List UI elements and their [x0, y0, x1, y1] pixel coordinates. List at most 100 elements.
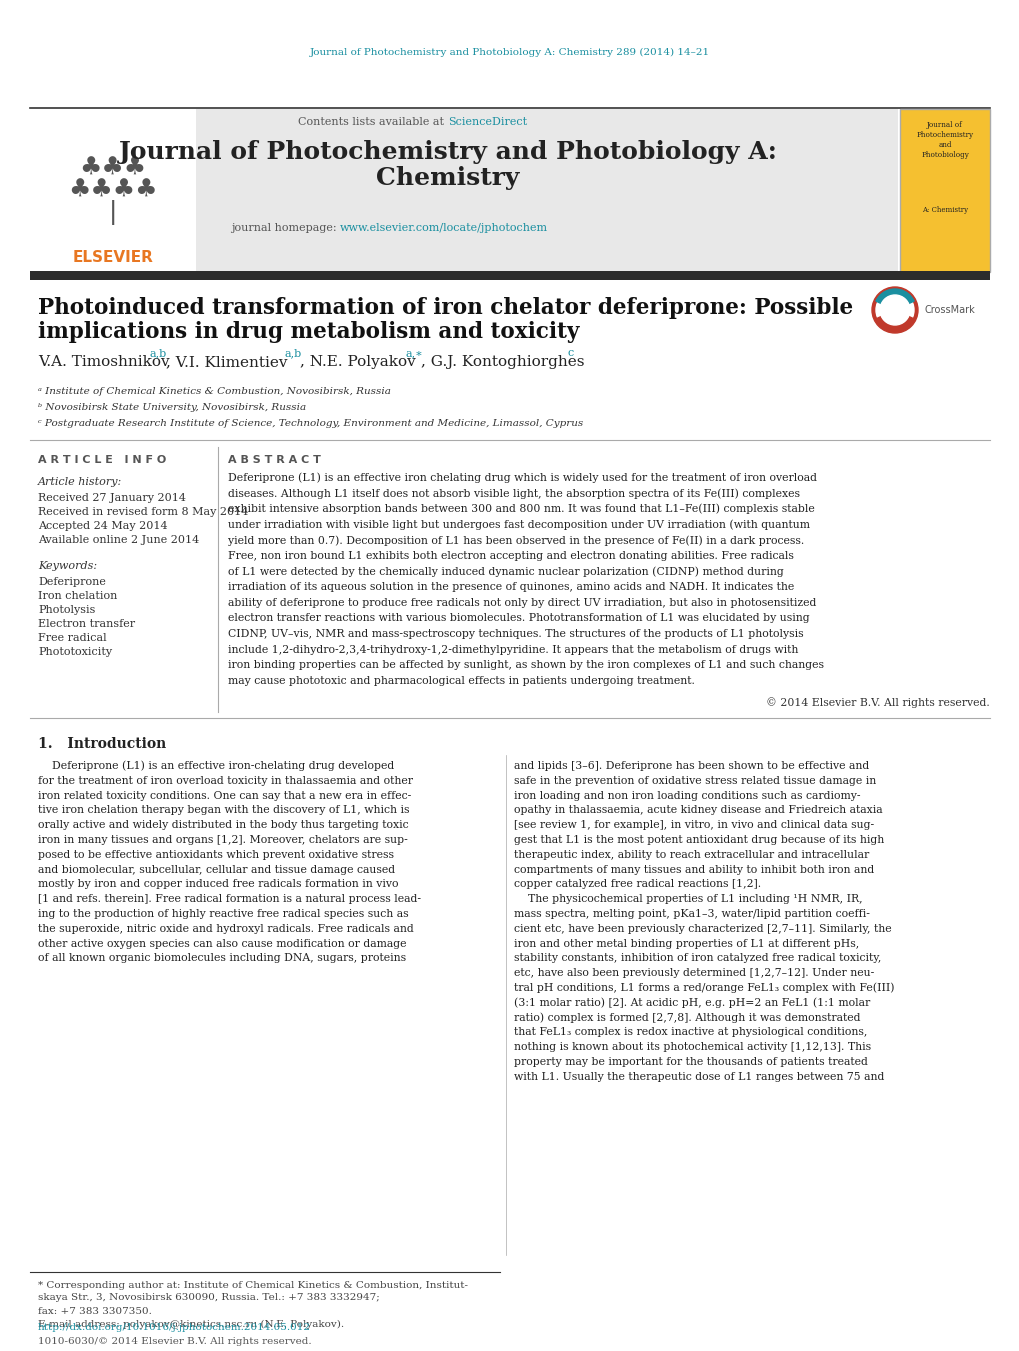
- Text: E-mail address: polyakov@kinetics.nsc.ru (N.E. Polyakov).: E-mail address: polyakov@kinetics.nsc.ru…: [38, 1320, 343, 1328]
- Text: , G.J. Kontoghiorghes: , G.J. Kontoghiorghes: [421, 355, 584, 369]
- Text: iron loading and non iron loading conditions such as cardiomy-: iron loading and non iron loading condit…: [514, 790, 860, 801]
- Text: mass spectra, melting point, pKa1–3, water/lipid partition coeffi-: mass spectra, melting point, pKa1–3, wat…: [514, 909, 869, 919]
- Text: exhibit intensive absorption bands between 300 and 800 nm. It was found that L1–: exhibit intensive absorption bands betwe…: [228, 504, 814, 515]
- Text: A R T I C L E   I N F O: A R T I C L E I N F O: [38, 455, 166, 465]
- Text: , V.I. Klimentiev: , V.I. Klimentiev: [165, 355, 286, 369]
- Text: Deferiprone: Deferiprone: [38, 577, 106, 586]
- Text: [1 and refs. therein]. Free radical formation is a natural process lead-: [1 and refs. therein]. Free radical form…: [38, 894, 421, 904]
- Text: 1.   Introduction: 1. Introduction: [38, 738, 166, 751]
- Text: ScienceDirect: ScienceDirect: [447, 118, 527, 127]
- Text: Iron chelation: Iron chelation: [38, 590, 117, 601]
- Text: 1010-6030/© 2014 Elsevier B.V. All rights reserved.: 1010-6030/© 2014 Elsevier B.V. All right…: [38, 1337, 312, 1347]
- Text: compartments of many tissues and ability to inhibit both iron and: compartments of many tissues and ability…: [514, 865, 873, 874]
- Text: Photolysis: Photolysis: [38, 605, 96, 615]
- Text: http://dx.doi.org/10.1016/j.jphotochem.2014.05.012: http://dx.doi.org/10.1016/j.jphotochem.2…: [38, 1324, 311, 1332]
- Text: ᶜ Postgraduate Research Institute of Science, Technology, Environment and Medici: ᶜ Postgraduate Research Institute of Sci…: [38, 420, 583, 428]
- Text: Phototoxicity: Phototoxicity: [38, 647, 112, 657]
- Text: of all known organic biomolecules including DNA, sugars, proteins: of all known organic biomolecules includ…: [38, 954, 406, 963]
- Text: Free radical: Free radical: [38, 634, 107, 643]
- Text: CIDNP, UV–vis, NMR and mass-spectroscopy techniques. The structures of the produ: CIDNP, UV–vis, NMR and mass-spectroscopy…: [228, 630, 803, 639]
- Text: (3:1 molar ratio) [2]. At acidic pH, e.g. pH=2 an FeL1 (1:1 molar: (3:1 molar ratio) [2]. At acidic pH, e.g…: [514, 997, 869, 1008]
- Text: journal homepage:: journal homepage:: [230, 223, 339, 232]
- Text: tral pH conditions, L1 forms a red/orange FeL1₃ complex with Fe(III): tral pH conditions, L1 forms a red/orang…: [514, 982, 894, 993]
- Text: Accepted 24 May 2014: Accepted 24 May 2014: [38, 521, 167, 531]
- Text: etc, have also been previously determined [1,2,7–12]. Under neu-: etc, have also been previously determine…: [514, 969, 873, 978]
- Text: skaya Str., 3, Novosibirsk 630090, Russia. Tel.: +7 383 3332947;: skaya Str., 3, Novosibirsk 630090, Russi…: [38, 1293, 379, 1302]
- Text: Photoinduced transformation of iron chelator deferiprone: Possible: Photoinduced transformation of iron chel…: [38, 297, 852, 319]
- Text: stability constants, inhibition of iron catalyzed free radical toxicity,: stability constants, inhibition of iron …: [514, 954, 880, 963]
- Text: CrossMark: CrossMark: [924, 305, 975, 315]
- Text: [see review 1, for example], in vitro, in vivo and clinical data sug-: [see review 1, for example], in vitro, i…: [514, 820, 873, 831]
- Text: Deferiprone (L1) is an effective iron chelating drug which is widely used for th: Deferiprone (L1) is an effective iron ch…: [228, 473, 816, 484]
- Text: Keywords:: Keywords:: [38, 561, 97, 571]
- Text: Received in revised form 8 May 2014: Received in revised form 8 May 2014: [38, 507, 249, 517]
- Text: nothing is known about its photochemical activity [1,12,13]. This: nothing is known about its photochemical…: [514, 1042, 870, 1052]
- Text: Free, non iron bound L1 exhibits both electron accepting and electron donating a: Free, non iron bound L1 exhibits both el…: [228, 551, 793, 561]
- Text: a,b: a,b: [284, 349, 302, 358]
- Text: property may be important for the thousands of patients treated: property may be important for the thousa…: [514, 1056, 867, 1067]
- Text: iron and other metal binding properties of L1 at different pHs,: iron and other metal binding properties …: [514, 939, 858, 948]
- Text: a,∗: a,∗: [405, 349, 423, 358]
- Text: www.elsevier.com/locate/jphotochem: www.elsevier.com/locate/jphotochem: [339, 223, 547, 232]
- Text: iron in many tissues and organs [1,2]. Moreover, chelators are sup-: iron in many tissues and organs [1,2]. M…: [38, 835, 408, 844]
- Text: tive iron chelation therapy began with the discovery of L1, which is: tive iron chelation therapy began with t…: [38, 805, 409, 816]
- Text: therapeutic index, ability to reach extracellular and intracellular: therapeutic index, ability to reach extr…: [514, 850, 868, 859]
- Text: cient etc, have been previously characterized [2,7–11]. Similarly, the: cient etc, have been previously characte…: [514, 924, 891, 934]
- Text: mostly by iron and copper induced free radicals formation in vivo: mostly by iron and copper induced free r…: [38, 880, 398, 889]
- Text: A: Chemistry: A: Chemistry: [921, 205, 967, 213]
- Text: with L1. Usually the therapeutic dose of L1 ranges between 75 and: with L1. Usually the therapeutic dose of…: [514, 1071, 883, 1082]
- Text: irradiation of its aqueous solution in the presence of quinones, amino acids and: irradiation of its aqueous solution in t…: [228, 582, 794, 592]
- Text: , N.E. Polyakov: , N.E. Polyakov: [300, 355, 416, 369]
- Bar: [30, 109, 897, 272]
- Text: ing to the production of highly reactive free radical species such as: ing to the production of highly reactive…: [38, 909, 409, 919]
- Text: posed to be effective antioxidants which prevent oxidative stress: posed to be effective antioxidants which…: [38, 850, 393, 859]
- Text: © 2014 Elsevier B.V. All rights reserved.: © 2014 Elsevier B.V. All rights reserved…: [765, 697, 989, 708]
- Text: The physicochemical properties of L1 including ¹H NMR, IR,: The physicochemical properties of L1 inc…: [514, 894, 862, 904]
- Text: Journal of Photochemistry and Photobiology A: Chemistry 289 (2014) 14–21: Journal of Photochemistry and Photobiolo…: [310, 47, 709, 57]
- Text: opathy in thalassaemia, acute kidney disease and Friedreich ataxia: opathy in thalassaemia, acute kidney dis…: [514, 805, 881, 816]
- Text: include 1,2-dihydro-2,3,4-trihydroxy-1,2-dimethylpyridine. It appears that the m: include 1,2-dihydro-2,3,4-trihydroxy-1,2…: [228, 644, 798, 655]
- Text: implications in drug metabolism and toxicity: implications in drug metabolism and toxi…: [38, 322, 579, 343]
- Text: and lipids [3–6]. Deferiprone has been shown to be effective and: and lipids [3–6]. Deferiprone has been s…: [514, 761, 868, 771]
- Bar: [30, 272, 989, 280]
- Text: ᵃ Institute of Chemical Kinetics & Combustion, Novosibirsk, Russia: ᵃ Institute of Chemical Kinetics & Combu…: [38, 388, 390, 396]
- Text: and biomolecular, subcellular, cellular and tissue damage caused: and biomolecular, subcellular, cellular …: [38, 865, 394, 874]
- Circle shape: [875, 290, 913, 330]
- Text: Contents lists available at: Contents lists available at: [299, 118, 447, 127]
- Text: under irradiation with visible light but undergoes fast decomposition under UV i: under irradiation with visible light but…: [228, 520, 809, 530]
- Text: fax: +7 383 3307350.: fax: +7 383 3307350.: [38, 1306, 152, 1316]
- Circle shape: [871, 286, 917, 332]
- Text: of L1 were detected by the chemically induced dynamic nuclear polarization (CIDN: of L1 were detected by the chemically in…: [228, 566, 783, 577]
- Text: that FeL1₃ complex is redox inactive at physiological conditions,: that FeL1₃ complex is redox inactive at …: [514, 1027, 866, 1038]
- Text: electron transfer reactions with various biomolecules. Phototransformation of L1: electron transfer reactions with various…: [228, 613, 809, 623]
- Text: c: c: [568, 349, 574, 358]
- Text: ability of deferiprone to produce free radicals not only by direct UV irradiatio: ability of deferiprone to produce free r…: [228, 597, 815, 608]
- Text: Article history:: Article history:: [38, 477, 122, 486]
- Text: may cause phototoxic and pharmacological effects in patients undergoing treatmen: may cause phototoxic and pharmacological…: [228, 676, 694, 686]
- Text: gest that L1 is the most potent antioxidant drug because of its high: gest that L1 is the most potent antioxid…: [514, 835, 883, 844]
- Text: diseases. Although L1 itself does not absorb visible light, the absorption spect: diseases. Although L1 itself does not ab…: [228, 488, 799, 499]
- Bar: [30, 109, 196, 272]
- Text: V.A. Timoshnikov: V.A. Timoshnikov: [38, 355, 169, 369]
- Text: orally active and widely distributed in the body thus targeting toxic: orally active and widely distributed in …: [38, 820, 409, 831]
- Wedge shape: [875, 309, 913, 331]
- Text: * Corresponding author at: Institute of Chemical Kinetics & Combustion, Institut: * Corresponding author at: Institute of …: [38, 1281, 468, 1289]
- Text: Journal of Photochemistry and Photobiology A:: Journal of Photochemistry and Photobiolo…: [118, 141, 776, 163]
- Text: for the treatment of iron overload toxicity in thalassaemia and other: for the treatment of iron overload toxic…: [38, 775, 413, 786]
- Text: copper catalyzed free radical reactions [1,2].: copper catalyzed free radical reactions …: [514, 880, 760, 889]
- Text: yield more than 0.7). Decomposition of L1 has been observed in the presence of F: yield more than 0.7). Decomposition of L…: [228, 535, 803, 546]
- Text: A B S T R A C T: A B S T R A C T: [228, 455, 321, 465]
- Text: iron binding properties can be affected by sunlight, as shown by the iron comple: iron binding properties can be affected …: [228, 661, 823, 670]
- Text: Received 27 January 2014: Received 27 January 2014: [38, 493, 185, 503]
- Text: a,b: a,b: [150, 349, 167, 358]
- Text: ratio) complex is formed [2,7,8]. Although it was demonstrated: ratio) complex is formed [2,7,8]. Althou…: [514, 1012, 860, 1023]
- Text: ᵇ Novosibirsk State University, Novosibirsk, Russia: ᵇ Novosibirsk State University, Novosibi…: [38, 404, 306, 412]
- Text: ELSEVIER: ELSEVIER: [72, 250, 153, 266]
- Text: Journal of
Photochemistry
and
Photobiology: Journal of Photochemistry and Photobiolo…: [915, 122, 972, 158]
- Text: Chemistry: Chemistry: [376, 166, 519, 190]
- Text: other active oxygen species can also cause modification or damage: other active oxygen species can also cau…: [38, 939, 407, 948]
- Text: iron related toxicity conditions. One can say that a new era in effec-: iron related toxicity conditions. One ca…: [38, 790, 411, 801]
- Bar: [899, 109, 989, 272]
- Text: the superoxide, nitric oxide and hydroxyl radicals. Free radicals and: the superoxide, nitric oxide and hydroxy…: [38, 924, 414, 934]
- Text: Deferiprone (L1) is an effective iron-chelating drug developed: Deferiprone (L1) is an effective iron-ch…: [38, 761, 394, 771]
